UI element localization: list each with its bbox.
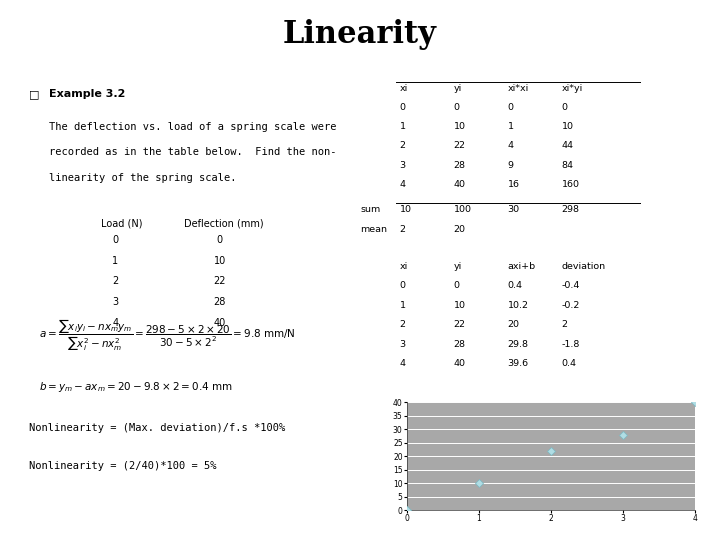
Text: 0.4: 0.4: [508, 281, 523, 291]
Text: 84: 84: [562, 161, 574, 170]
Text: Deflection (mm): Deflection (mm): [184, 218, 264, 228]
Text: 28: 28: [213, 297, 226, 307]
Text: 22: 22: [213, 276, 226, 287]
Text: 40: 40: [454, 180, 466, 190]
Text: 16: 16: [508, 180, 520, 190]
Text: xi*yi: xi*yi: [562, 84, 583, 93]
Text: 3: 3: [400, 161, 406, 170]
Text: 22: 22: [454, 141, 466, 151]
Text: 39.6: 39.6: [508, 359, 528, 368]
Text: xi*xi: xi*xi: [508, 84, 529, 93]
Text: 0: 0: [508, 103, 513, 112]
Text: -1.8: -1.8: [562, 340, 580, 349]
Text: 30: 30: [508, 205, 520, 214]
Text: 0: 0: [454, 281, 459, 291]
Text: 4: 4: [508, 141, 513, 151]
Text: 298: 298: [562, 205, 580, 214]
Text: 160: 160: [562, 180, 580, 190]
Text: 9: 9: [508, 161, 513, 170]
Text: 0: 0: [400, 281, 405, 291]
Text: 4: 4: [400, 359, 405, 368]
Text: The deflection vs. load of a spring scale were: The deflection vs. load of a spring scal…: [49, 122, 336, 132]
Text: Example 3.2: Example 3.2: [49, 89, 125, 99]
Text: 44: 44: [562, 141, 574, 151]
Text: 10.2: 10.2: [508, 301, 528, 310]
Text: 2: 2: [400, 225, 405, 234]
Text: yi: yi: [454, 84, 462, 93]
Text: 0: 0: [217, 235, 222, 246]
Text: yi: yi: [454, 262, 462, 272]
Text: 28: 28: [454, 340, 466, 349]
Text: axi+b: axi+b: [508, 262, 536, 272]
Text: 1: 1: [400, 122, 405, 131]
Text: 20: 20: [508, 320, 520, 329]
Text: 28: 28: [454, 161, 466, 170]
Text: Load (N): Load (N): [101, 218, 143, 228]
Text: 2: 2: [400, 141, 405, 151]
Text: 0: 0: [112, 235, 118, 246]
Text: linearity of the spring scale.: linearity of the spring scale.: [49, 173, 236, 184]
Text: 1: 1: [508, 122, 513, 131]
Text: 1: 1: [400, 301, 405, 310]
Text: 40: 40: [213, 318, 226, 328]
Text: 0: 0: [400, 103, 405, 112]
Text: 10: 10: [454, 122, 466, 131]
Text: 3: 3: [112, 297, 118, 307]
Text: 10: 10: [213, 256, 226, 266]
Text: Nonlinearity = (2/40)*100 = 5%: Nonlinearity = (2/40)*100 = 5%: [29, 461, 216, 471]
Text: 0.4: 0.4: [562, 359, 577, 368]
Text: 0: 0: [454, 103, 459, 112]
Text: 40: 40: [454, 359, 466, 368]
Text: 22: 22: [454, 320, 466, 329]
Text: Linearity: Linearity: [283, 19, 437, 50]
Text: 10: 10: [400, 205, 412, 214]
Text: 4: 4: [112, 318, 118, 328]
Text: $a = \dfrac{\sum x_i y_i - n x_m y_m}{\sum x_i^2 - n x_m^2}= \dfrac{298-5\times2: $a = \dfrac{\sum x_i y_i - n x_m y_m}{\s…: [39, 318, 296, 353]
Text: -0.4: -0.4: [562, 281, 580, 291]
Text: 10: 10: [454, 301, 466, 310]
Text: 1: 1: [112, 256, 118, 266]
Text: 10: 10: [562, 122, 574, 131]
Text: 0: 0: [562, 103, 567, 112]
Text: xi: xi: [400, 84, 408, 93]
Text: -0.2: -0.2: [562, 301, 580, 310]
Text: mean: mean: [360, 225, 387, 234]
Text: Nonlinearity = (Max. deviation)/f.s *100%: Nonlinearity = (Max. deviation)/f.s *100…: [29, 423, 285, 434]
Text: □: □: [29, 89, 40, 99]
Text: 29.8: 29.8: [508, 340, 528, 349]
Text: 2: 2: [112, 276, 118, 287]
Text: xi: xi: [400, 262, 408, 272]
Text: deviation: deviation: [562, 262, 606, 272]
Text: recorded as in the table below.  Find the non-: recorded as in the table below. Find the…: [49, 147, 336, 158]
Text: sum: sum: [360, 205, 380, 214]
Text: 2: 2: [400, 320, 405, 329]
Text: 100: 100: [454, 205, 472, 214]
Text: 20: 20: [454, 225, 466, 234]
Text: $b = y_m - ax_m = 20 - 9.8 \times 2 = 0.4\ \mathrm{mm}$: $b = y_m - ax_m = 20 - 9.8 \times 2 = 0.…: [39, 380, 233, 394]
Text: 3: 3: [400, 340, 406, 349]
Text: 2: 2: [562, 320, 567, 329]
Text: 4: 4: [400, 180, 405, 190]
